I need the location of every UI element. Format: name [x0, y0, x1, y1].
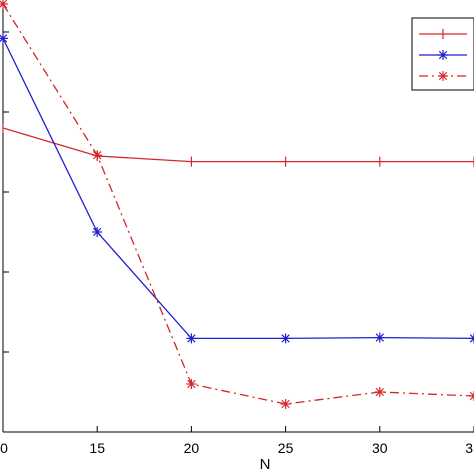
series-2-point: [469, 334, 474, 340]
ticks-layer: 0 15 20 25 30 3: [0, 31, 474, 456]
series-2-point: [375, 333, 384, 342]
x-tick-label: 3: [465, 440, 473, 456]
series-2-point: [281, 334, 290, 343]
series-layer: [0, 0, 474, 409]
x-tick-label: 15: [89, 440, 105, 456]
series-2-point: [93, 227, 102, 237]
series-2-line: [2, 38, 474, 340]
series-3-point: [187, 379, 196, 389]
series-2-point: [0, 34, 8, 43]
series-1: [2, 123, 474, 167]
series-1-line: [2, 127, 474, 163]
series-2-point: [187, 334, 196, 343]
x-tick-label: 30: [372, 440, 388, 456]
legend-sample-marker: [438, 71, 448, 81]
series-3-point: [375, 387, 384, 397]
series-3-point: [0, 0, 8, 8]
series-3-point: [93, 151, 102, 160]
x-tick-label: 0: [0, 440, 8, 456]
series-3-point: [469, 395, 474, 401]
series-3-point: [469, 391, 474, 397]
series-2-point: [469, 337, 474, 343]
series-3: [0, 0, 474, 409]
series-2: [0, 33, 474, 344]
x-tick-label: 20: [184, 440, 200, 456]
legend: [411, 17, 474, 91]
series-3-point: [281, 399, 290, 409]
plot-area: [2, 0, 474, 433]
x-axis-label: N: [260, 456, 271, 473]
series-3-line: [2, 3, 474, 405]
legend-sample-marker: [438, 50, 448, 60]
x-tick-label: 25: [278, 440, 294, 456]
